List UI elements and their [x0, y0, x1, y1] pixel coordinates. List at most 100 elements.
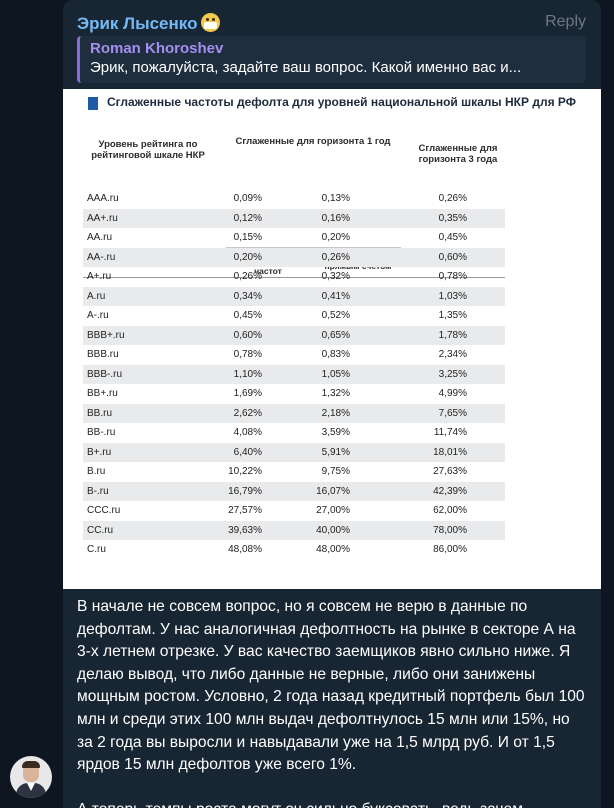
- reply-button[interactable]: Reply: [545, 13, 586, 30]
- direct-count-cell: 48,00%: [316, 544, 350, 555]
- attached-image[interactable]: Сглаженные частоты дефолта для уровней н…: [63, 89, 601, 589]
- freq-3y-cell: 1,10%: [233, 368, 262, 380]
- freq-3y-cell: 6,40%: [233, 446, 262, 458]
- freq-3y-cell: 16,79%: [228, 485, 262, 497]
- freq-3y-cell: 0,60%: [233, 329, 262, 341]
- direct-count-cell: 5,91%: [321, 446, 350, 458]
- direct-count-cell: 40,00%: [316, 524, 350, 536]
- horizon-3y-cell: 78,00%: [433, 524, 467, 536]
- header-rating-level: Уровень рейтинга по рейтинговой шкале НК…: [91, 139, 205, 161]
- horizon-3y-cell: 1,35%: [438, 310, 467, 321]
- quoted-text: Эрик, пожалуйста, задайте ваш вопрос. Ка…: [90, 59, 522, 76]
- direct-count-cell: 0,13%: [321, 193, 350, 204]
- horizon-3y-cell: 11,74%: [433, 427, 467, 438]
- freq-3y-cell: 0,09%: [233, 193, 262, 204]
- direct-count-cell: 0,32%: [321, 271, 350, 282]
- table-badge-icon: [88, 97, 98, 110]
- table-row: AA-.ru 0,20% 0,26% 0,60%: [83, 247, 505, 267]
- rating-cell: A-.ru: [87, 310, 109, 321]
- rating-cell: AAA.ru: [87, 193, 119, 204]
- freq-3y-cell: 0,45%: [233, 310, 262, 321]
- table-row: BB+.ru 1,69% 1,32% 4,99%: [83, 384, 505, 403]
- rating-cell: AA.ru: [87, 232, 113, 243]
- sender-name-text: Эрик Лысенко: [77, 14, 198, 33]
- rating-cell: BBB+.ru: [87, 329, 125, 341]
- freq-3y-cell: 0,78%: [233, 349, 262, 360]
- table-row: C.ru 48,08% 48,00% 86,00%: [83, 540, 505, 559]
- horizon-3y-cell: 3,25%: [438, 368, 467, 380]
- rating-cell: B-.ru: [87, 485, 109, 497]
- direct-count-cell: 0,83%: [321, 349, 350, 360]
- table-row: CCC.ru 27,57% 27,00% 62,00%: [83, 501, 505, 520]
- rating-cell: BBB.ru: [87, 349, 119, 360]
- horizon-3y-cell: 7,65%: [438, 407, 467, 419]
- table-row: A.ru 0,34% 0,41% 1,03%: [83, 286, 505, 306]
- rating-cell: BB-.ru: [87, 427, 116, 438]
- horizon-3y-cell: 0,35%: [438, 212, 467, 224]
- direct-count-cell: 9,75%: [321, 466, 350, 477]
- freq-3y-cell: 2,62%: [233, 407, 262, 419]
- freq-3y-cell: 0,20%: [233, 251, 262, 263]
- direct-count-cell: 16,07%: [316, 485, 350, 497]
- direct-count-cell: 3,59%: [321, 427, 350, 438]
- freq-3y-cell: 27,57%: [228, 505, 262, 516]
- table-row: B.ru 10,22% 9,75% 27,63%: [83, 462, 505, 481]
- horizon-3y-cell: 0,60%: [438, 251, 467, 263]
- freq-3y-cell: 39,63%: [228, 524, 262, 536]
- table-row: BB-.ru 4,08% 3,59% 11,74%: [83, 423, 505, 442]
- horizon-3y-cell: 4,99%: [438, 388, 467, 399]
- rating-cell: BB+.ru: [87, 388, 118, 399]
- header-bottom-rule: [83, 277, 505, 278]
- direct-count-cell: 0,16%: [321, 212, 350, 224]
- direct-count-cell: 1,32%: [321, 388, 350, 399]
- rating-cell: A+.ru: [87, 271, 112, 282]
- direct-count-cell: 0,65%: [321, 329, 350, 341]
- avatar-hair: [22, 761, 40, 768]
- direct-count-cell: 0,26%: [321, 251, 350, 263]
- table-row: BBB.ru 0,78% 0,83% 2,34%: [83, 345, 505, 364]
- message-bubble: Эрик Лысенко Reply Roman Khoroshev Эрик,…: [63, 0, 601, 808]
- horizon-3y-cell: 27,63%: [433, 466, 467, 477]
- table-row: AAA.ru 0,09% 0,13% 0,26%: [83, 189, 505, 208]
- rating-cell: CCC.ru: [87, 505, 121, 516]
- direct-count-cell: 0,52%: [321, 310, 350, 321]
- table-row: B-.ru 16,79% 16,07% 42,39%: [83, 481, 505, 501]
- header-horizon-3y: Сглаженные для горизонта 3 года: [418, 143, 498, 165]
- rating-cell: AA-.ru: [87, 251, 116, 263]
- rating-cell: AA+.ru: [87, 212, 118, 224]
- rating-cell: BBB-.ru: [87, 368, 123, 380]
- table-row: BBB+.ru 0,60% 0,65% 1,78%: [83, 325, 505, 345]
- table-row: BB.ru 2,62% 2,18% 7,65%: [83, 403, 505, 423]
- rating-cell: C.ru: [87, 544, 106, 555]
- direct-count-cell: 0,20%: [321, 232, 350, 243]
- rating-cell: BB.ru: [87, 407, 113, 419]
- rating-cell: CC.ru: [87, 524, 114, 536]
- horizon-3y-cell: 62,00%: [433, 505, 467, 516]
- header-horizon-1y: Сглаженные для горизонта 1 год: [235, 136, 391, 147]
- rating-cell: A.ru: [87, 290, 106, 302]
- horizon-3y-cell: 1,78%: [438, 329, 467, 341]
- quoted-message[interactable]: Roman Khoroshev Эрик, пожалуйста, задайт…: [77, 36, 586, 83]
- freq-3y-cell: 48,08%: [228, 544, 262, 555]
- rating-cell: B+.ru: [87, 446, 112, 458]
- avatar[interactable]: [10, 756, 52, 798]
- direct-count-cell: 0,41%: [321, 290, 350, 302]
- horizon-3y-cell: 18,01%: [433, 446, 467, 458]
- sender-name[interactable]: Эрик Лысенко: [77, 13, 221, 34]
- freq-3y-cell: 4,08%: [233, 427, 262, 438]
- image-title: Сглаженные частоты дефолта для уровней н…: [107, 95, 576, 109]
- direct-count-cell: 27,00%: [316, 505, 350, 516]
- direct-count-cell: 2,18%: [321, 407, 350, 419]
- table-row: A-.ru 0,45% 0,52% 1,35%: [83, 306, 505, 325]
- horizon-3y-cell: 0,78%: [438, 271, 467, 282]
- rating-cell: B.ru: [87, 466, 106, 477]
- avatar-collar: [27, 783, 35, 791]
- freq-3y-cell: 0,15%: [233, 232, 262, 243]
- table-row: AA.ru 0,15% 0,20% 0,45%: [83, 228, 505, 247]
- freq-3y-cell: 0,12%: [233, 212, 262, 224]
- horizon-3y-cell: 0,26%: [438, 193, 467, 204]
- horizon-3y-cell: 42,39%: [433, 485, 467, 497]
- quoted-sender-name: Roman Khoroshev: [90, 40, 224, 57]
- horizon-3y-cell: 0,45%: [438, 232, 467, 243]
- direct-count-cell: 1,05%: [321, 368, 350, 380]
